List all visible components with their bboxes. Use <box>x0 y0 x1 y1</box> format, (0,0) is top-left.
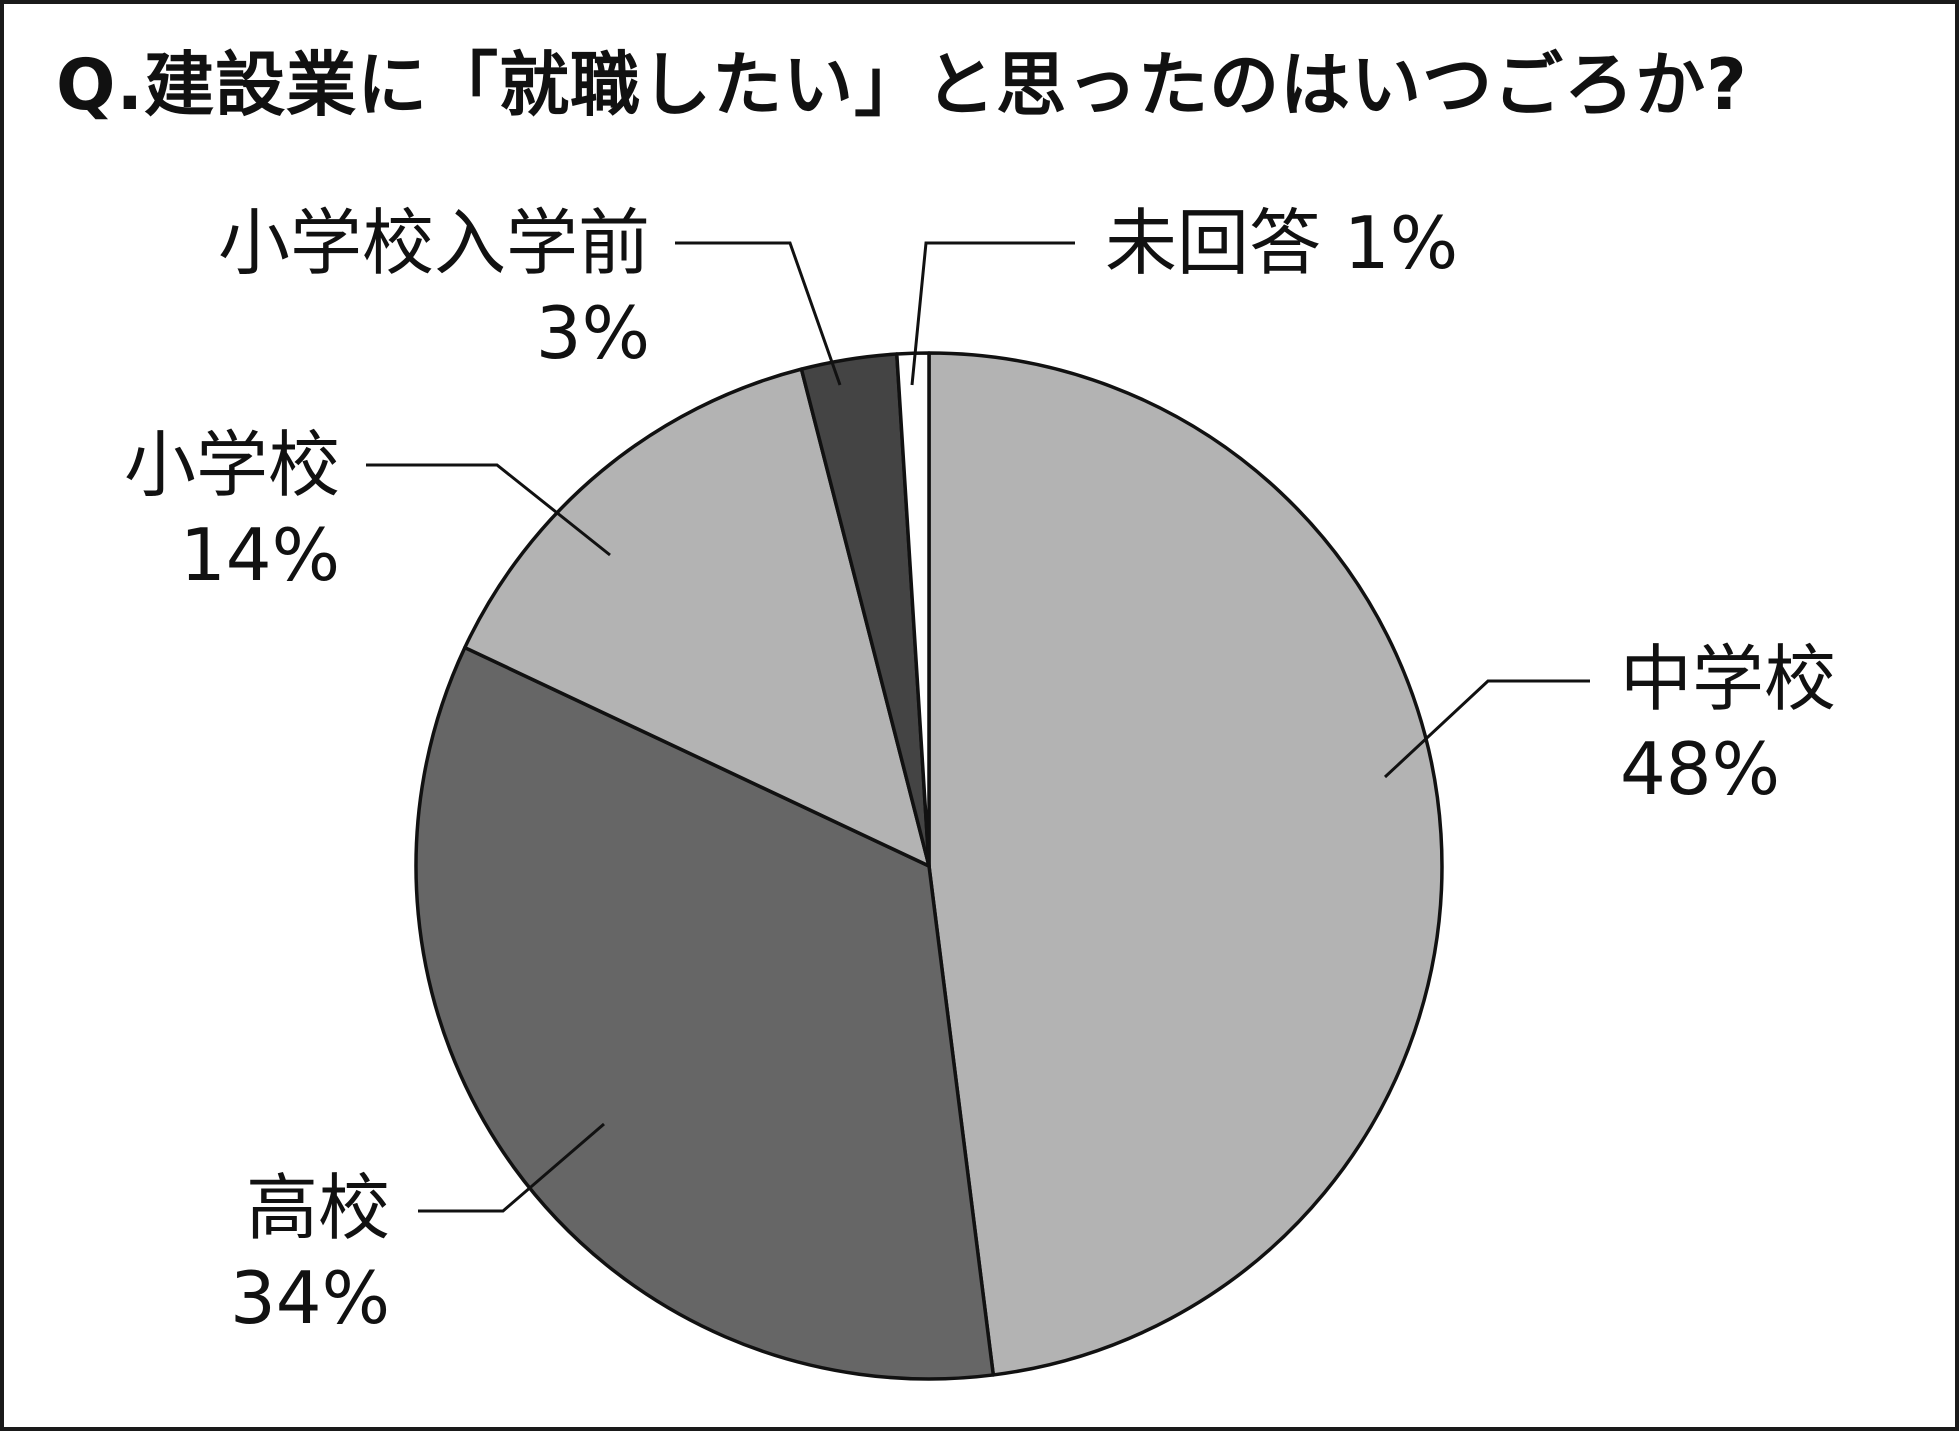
pie-slice-junior-high <box>927 351 1444 1377</box>
leader-line-junior-high <box>1383 679 1590 779</box>
slice-percent: 48% <box>1620 727 1781 811</box>
pie-slice-no-answer <box>895 351 931 868</box>
slice-label-junior-high: 中学校 48% <box>1620 634 1836 814</box>
pie-slice-high-school <box>414 645 996 1381</box>
slice-label-high-school: 高校 34% <box>140 1163 390 1343</box>
slice-percent: 14% <box>179 513 340 597</box>
slice-name: 小学校 <box>123 423 340 507</box>
slice-name: 未回答 <box>1105 201 1322 285</box>
leader-line-no-answer <box>910 241 1075 386</box>
slice-label-elementary: 小学校 14% <box>60 420 340 600</box>
chart-title: Q.建設業に「就職したい」と思ったのはいつごろか? <box>56 44 1748 126</box>
leader-line-preschool <box>675 241 842 386</box>
pie-slices <box>414 351 1444 1381</box>
leader-lines <box>366 241 1590 1213</box>
leader-line-high-school <box>418 1122 605 1213</box>
pie-slice-elementary <box>463 367 931 868</box>
slice-percent: 3% <box>535 291 650 375</box>
slice-name: 高校 <box>245 1166 390 1250</box>
slice-label-preschool: 小学校入学前 3% <box>120 198 650 378</box>
slice-percent: 34% <box>229 1256 390 1340</box>
slice-percent: 1% <box>1343 201 1459 285</box>
slice-name: 小学校入学前 <box>217 201 650 285</box>
slice-label-no-answer: 未回答 1% <box>1105 198 1458 288</box>
slice-name: 中学校 <box>1620 637 1837 721</box>
leader-line-elementary <box>366 463 611 557</box>
